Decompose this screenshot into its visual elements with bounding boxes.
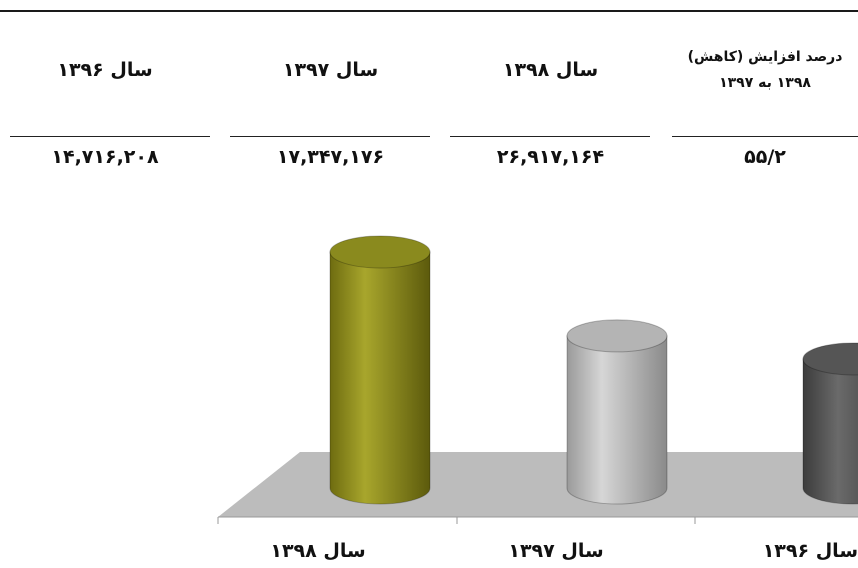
x-tick-label-1397: سال ۱۳۹۷ [508, 540, 604, 562]
value-percent-change: ۵۵/۲ [744, 146, 786, 168]
header-year-1396: سال ۱۳۹۶ [57, 59, 153, 81]
header-percent-change: درصد افزایش (کاهش) ۱۳۹۸ به ۱۳۹۷ [672, 40, 858, 100]
value-year-1398: ۲۶,۹۱۷,۱۶۴ [496, 146, 605, 168]
header-rule-1398 [450, 136, 650, 137]
header-percent-line2: ۱۳۹۸ به ۱۳۹۷ [719, 75, 811, 91]
header-rule-percent [672, 136, 858, 137]
header-rule-1397 [230, 136, 430, 137]
bar-cylinder-1398 [329, 235, 431, 505]
x-tick-label-1396: سال ۱۳۹۶ [762, 540, 858, 562]
header-percent-line1: درصد افزایش (کاهش) [687, 49, 843, 65]
header-year-1398: سال ۱۳۹۸ [502, 59, 599, 81]
bar-cylinder-1396 [802, 342, 858, 505]
header-rule-1396 [10, 136, 210, 137]
chart-floor [218, 452, 858, 517]
bar-cylinder-1397 [566, 319, 668, 505]
x-tick-label-1398: سال ۱۳۹۸ [270, 540, 366, 562]
header-year-1397: سال ۱۳۹۷ [282, 59, 379, 81]
value-year-1396: ۱۴,۷۱۶,۲۰۸ [51, 146, 159, 168]
value-year-1397: ۱۷,۳۴۷,۱۷۶ [276, 146, 385, 168]
top-rule [0, 10, 858, 12]
